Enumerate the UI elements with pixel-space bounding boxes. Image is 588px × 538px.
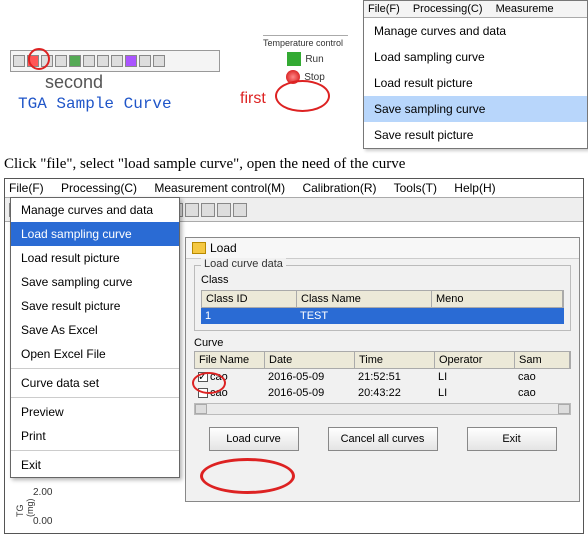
label-tga: TGA Sample Curve bbox=[18, 95, 172, 113]
col-sam: Sam bbox=[515, 352, 570, 368]
file-menu-item[interactable]: Exit bbox=[11, 453, 179, 477]
run-row[interactable]: Run bbox=[263, 52, 348, 66]
tb-icon[interactable] bbox=[55, 55, 67, 67]
cell-meno bbox=[431, 308, 564, 324]
load-curve-button[interactable]: Load curve bbox=[209, 427, 299, 451]
run-label: Run bbox=[305, 54, 323, 65]
menu1-item[interactable]: Load result picture bbox=[364, 70, 587, 96]
file-menu-item[interactable]: Save result picture bbox=[11, 294, 179, 318]
tb-icon[interactable] bbox=[125, 55, 137, 67]
menu-measurement[interactable]: Measureme bbox=[496, 3, 554, 15]
tb-icon[interactable] bbox=[13, 55, 25, 67]
curve-label: Curve bbox=[194, 337, 571, 349]
horizontal-scrollbar[interactable] bbox=[194, 403, 571, 415]
tb-icon[interactable] bbox=[185, 203, 199, 217]
cell-class-id: 1 bbox=[201, 308, 296, 324]
class-header-row: Class ID Class Name Meno bbox=[201, 290, 564, 308]
file-menu-item[interactable]: Curve data set bbox=[11, 371, 179, 395]
file-menu-item[interactable]: Preview bbox=[11, 400, 179, 424]
col-filename: File Name bbox=[195, 352, 265, 368]
file-menu-item[interactable]: Manage curves and data bbox=[11, 198, 179, 222]
label-first: first bbox=[240, 90, 266, 108]
curve-row[interactable]: cao2016-05-0921:52:51LIcao bbox=[194, 369, 571, 385]
tb-icon[interactable] bbox=[97, 55, 109, 67]
col-operator: Operator bbox=[435, 352, 515, 368]
temp-label: Temperature control bbox=[263, 38, 348, 48]
tb-icon[interactable] bbox=[27, 55, 39, 67]
file-menu-dropdown: Manage curves and dataLoad sampling curv… bbox=[10, 197, 180, 478]
dialog-button-row: Load curve Cancel all curves Exit bbox=[194, 427, 571, 451]
temperature-control-panel: Temperature control Run Stop bbox=[263, 35, 348, 88]
file-menu-item[interactable]: Save As Excel bbox=[11, 318, 179, 342]
menu-tools[interactable]: Tools(T) bbox=[394, 181, 437, 195]
menu1-item[interactable]: Manage curves and data bbox=[364, 18, 587, 44]
y-axis-label: TG (mg) bbox=[15, 487, 35, 517]
file-menu-item[interactable]: Save sampling curve bbox=[11, 270, 179, 294]
row-checkbox[interactable] bbox=[198, 372, 208, 382]
tb-icon[interactable] bbox=[233, 203, 247, 217]
tb-icon[interactable] bbox=[69, 55, 81, 67]
dialog-title-bar: Load bbox=[186, 238, 579, 259]
menu-processing[interactable]: Processing(C) bbox=[413, 3, 483, 15]
menubar-top: File(F) Processing(C) Measureme bbox=[364, 1, 587, 18]
stop-row[interactable]: Stop bbox=[263, 70, 348, 84]
folder-icon bbox=[192, 242, 206, 254]
load-dialog: Load Load curve data Class Class ID Clas… bbox=[185, 237, 580, 502]
menu-measurement[interactable]: Measurement control(M) bbox=[154, 181, 285, 195]
tb-icon[interactable] bbox=[217, 203, 231, 217]
class-fieldset: Load curve data Class Class ID Class Nam… bbox=[194, 265, 571, 331]
class-row[interactable]: 1 TEST bbox=[201, 308, 564, 324]
chart-axis: TG (mg) 2.00 0.00 bbox=[15, 487, 52, 527]
menu-calibration[interactable]: Calibration(R) bbox=[302, 181, 376, 195]
cancel-all-button[interactable]: Cancel all curves bbox=[328, 427, 438, 451]
menu-help[interactable]: Help(H) bbox=[454, 181, 495, 195]
annotation-oval-load bbox=[200, 458, 295, 494]
main-window: File(F) Processing(C) Measurement contro… bbox=[4, 178, 584, 534]
menu-file[interactable]: File(F) bbox=[9, 181, 44, 195]
tb-icon[interactable] bbox=[153, 55, 165, 67]
menu1-item[interactable]: Save sampling curve bbox=[364, 96, 587, 122]
col-class-name: Class Name bbox=[297, 291, 432, 307]
instruction-text: Click "file", select "load sample curve"… bbox=[4, 156, 405, 173]
file-menu-item[interactable]: Open Excel File bbox=[11, 342, 179, 366]
file-menu-item[interactable]: Load result picture bbox=[11, 246, 179, 270]
tb-icon[interactable] bbox=[139, 55, 151, 67]
row-checkbox[interactable] bbox=[198, 388, 208, 398]
label-second: second bbox=[45, 72, 103, 93]
file-menu-item[interactable]: Print bbox=[11, 424, 179, 448]
dropdown-menu-top: File(F) Processing(C) Measureme Manage c… bbox=[363, 0, 588, 149]
col-date: Date bbox=[265, 352, 355, 368]
col-time: Time bbox=[355, 352, 435, 368]
tb-icon[interactable] bbox=[201, 203, 215, 217]
menu1-item[interactable]: Save result picture bbox=[364, 122, 587, 148]
dialog-title: Load bbox=[210, 241, 237, 255]
menu1-item[interactable]: Load sampling curve bbox=[364, 44, 587, 70]
menu-file[interactable]: File(F) bbox=[368, 3, 400, 15]
tb-icon[interactable] bbox=[111, 55, 123, 67]
curve-header-row: File Name Date Time Operator Sam bbox=[194, 351, 571, 369]
menubar-main: File(F) Processing(C) Measurement contro… bbox=[5, 179, 583, 198]
cell-class-name: TEST bbox=[296, 308, 431, 324]
col-meno: Meno bbox=[432, 291, 563, 307]
tb-icon[interactable] bbox=[83, 55, 95, 67]
col-class-id: Class ID bbox=[202, 291, 297, 307]
menu-processing[interactable]: Processing(C) bbox=[61, 181, 137, 195]
tb-icon[interactable] bbox=[41, 55, 53, 67]
curve-row[interactable]: cao2016-05-0920:43:22LIcao bbox=[194, 385, 571, 401]
stop-icon bbox=[286, 70, 300, 84]
run-icon bbox=[287, 52, 301, 66]
exit-button[interactable]: Exit bbox=[467, 427, 557, 451]
y-tick: 2.00 bbox=[33, 487, 52, 498]
stop-label: Stop bbox=[304, 72, 325, 83]
toolbar-small bbox=[10, 50, 220, 72]
fieldset-legend: Load curve data bbox=[201, 258, 286, 270]
file-menu-item[interactable]: Load sampling curve bbox=[11, 222, 179, 246]
y-tick: 0.00 bbox=[33, 516, 52, 527]
class-label: Class bbox=[201, 274, 564, 286]
